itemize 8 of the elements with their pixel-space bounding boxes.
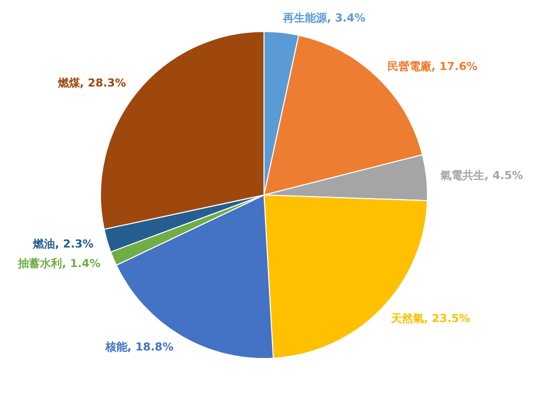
slice-label: 燃煤, 28.3% <box>56 76 126 90</box>
slice-label: 再生能源, 3.4% <box>282 11 366 24</box>
slice-label: 燃油, 2.3% <box>32 237 94 250</box>
slice-label: 天然氣, 23.5% <box>390 312 470 325</box>
slice-label: 抽蓄水利, 1.4% <box>16 256 100 270</box>
slice-label: 民營電廠, 17.6% <box>387 60 478 74</box>
slice-label: 氣電共生, 4.5% <box>439 168 524 182</box>
slice-label: 核能, 18.8% <box>104 340 174 354</box>
